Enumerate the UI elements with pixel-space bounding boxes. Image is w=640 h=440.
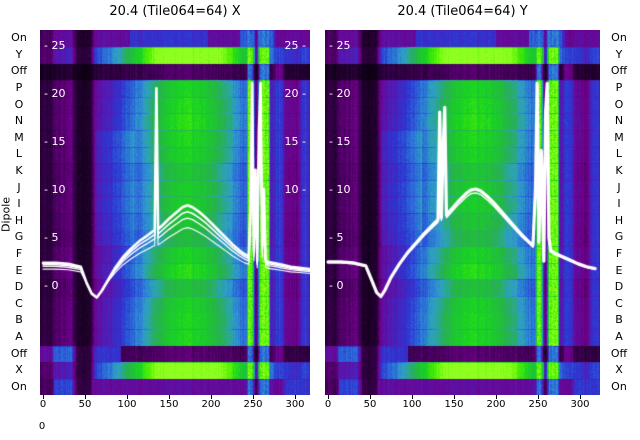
dipole-row-label-left-o: O [14,97,24,111]
dipole-row-label-right-d: D [614,280,624,294]
dipole-row-label-right-off: Off [610,346,628,360]
dipole-row-label-right-l: L [615,147,623,161]
x-tick-mark [85,395,86,399]
dipole-row-label-right-m: M [614,130,624,144]
x-tick-mark [43,395,44,399]
dipole-row-label-right-k: K [615,164,623,178]
x-tick-label: 100 [117,399,137,410]
dipole-row-label-left-x: X [15,363,23,377]
extra-axis-tick: 0 [38,421,46,432]
dipole-row-label-left-p: P [15,81,23,95]
value-tick-label-left: - 0 [44,279,59,292]
dipole-row-label-left-m: M [14,130,24,144]
x-tick-mark [538,395,539,399]
dipole-row-label-left-y: Y [15,47,23,61]
x-tick-label: 0 [39,399,47,410]
x-tick-label: 50 [78,399,92,410]
dipole-row-label-right-g: G [614,230,624,244]
dipole-row-label-left-on: On [11,379,27,393]
value-tick-label-right: 20 - [284,87,306,100]
x-tick-mark [253,395,254,399]
value-tick-label-left: - 15 [44,135,66,148]
value-tick-label-left: - 25 [329,39,351,52]
dipole-row-label-left-on: On [11,31,27,45]
value-tick-label-right: 10 - [284,183,306,196]
dipole-row-label-right-f: F [615,246,623,260]
panel-title-x: 20.4 (Tile064=64) X [109,4,241,19]
heatmap-plot-y [325,30,600,395]
dipole-row-label-right-off: Off [610,64,628,78]
dipole-row-label-left-i: I [17,197,21,211]
dipole-row-label-right-x: X [615,363,623,377]
dipole-row-label-right-e: E [615,263,623,277]
value-tick-label-left: - 20 [329,87,351,100]
dipole-row-label-left-g: G [14,230,24,244]
value-tick-label-right: 15 - [284,135,306,148]
dipole-row-label-right-c: C [615,296,623,310]
x-tick-label: 0 [324,399,332,410]
dipole-row-label-left-d: D [14,280,24,294]
value-tick-label-left: - 0 [329,279,344,292]
x-tick-label: 150 [159,399,179,410]
x-tick-mark [454,395,455,399]
dipole-row-label-left-j: J [17,180,21,194]
x-tick-label: 300 [285,399,305,410]
x-tick-mark [295,395,296,399]
x-tick-label: 200 [486,399,506,410]
dipole-row-label-left-e: E [15,263,23,277]
dipole-row-label-right-n: N [614,114,624,128]
dipole-row-label-left-n: N [14,114,24,128]
x-tick-mark [211,395,212,399]
panel-title-y: 20.4 (Tile064=64) Y [397,4,528,19]
dipole-row-label-right-i: I [617,197,621,211]
dipole-row-label-left-a: A [15,329,23,343]
dipole-row-label-right-o: O [614,97,624,111]
x-tick-label: 200 [201,399,221,410]
dipole-row-label-right-p: P [615,81,623,95]
x-tick-label: 250 [243,399,263,410]
dipole-row-label-left-f: F [15,246,23,260]
dipole-row-label-right-on: On [611,31,627,45]
dipole-row-label-left-off: Off [10,64,28,78]
dipole-row-label-right-j: J [617,180,621,194]
value-tick-label-left: - 10 [44,183,66,196]
dipole-row-label-right-h: H [614,213,624,227]
dipole-row-label-left-h: H [14,213,24,227]
x-tick-mark [328,395,329,399]
x-tick-mark [580,395,581,399]
value-tick-label-right: 25 - [284,39,306,52]
x-tick-mark [370,395,371,399]
x-tick-mark [169,395,170,399]
value-tick-label-left: - 10 [329,183,351,196]
x-tick-label: 300 [570,399,590,410]
dipole-row-label-right-y: Y [615,47,623,61]
value-tick-label-left: - 15 [329,135,351,148]
dipole-row-label-right-on: On [611,379,627,393]
dipole-row-label-left-b: B [15,313,23,327]
value-tick-label-left: - 5 [44,231,59,244]
value-tick-label-left: - 20 [44,87,66,100]
x-tick-label: 50 [363,399,377,410]
dipole-row-label-right-a: A [615,329,623,343]
dipole-row-label-right-b: B [615,313,623,327]
x-tick-mark [412,395,413,399]
heatmap-plot-x [40,30,310,395]
dipole-row-label-left-l: L [15,147,23,161]
x-tick-mark [496,395,497,399]
x-tick-label: 150 [444,399,464,410]
x-tick-mark [127,395,128,399]
dipole-row-label-left-c: C [15,296,23,310]
value-tick-label-left: - 5 [329,231,344,244]
x-tick-label: 100 [402,399,422,410]
x-tick-label: 250 [528,399,548,410]
dipole-row-label-left-off: Off [10,346,28,360]
dipole-row-label-left-k: K [15,164,23,178]
value-tick-label-left: - 25 [44,39,66,52]
